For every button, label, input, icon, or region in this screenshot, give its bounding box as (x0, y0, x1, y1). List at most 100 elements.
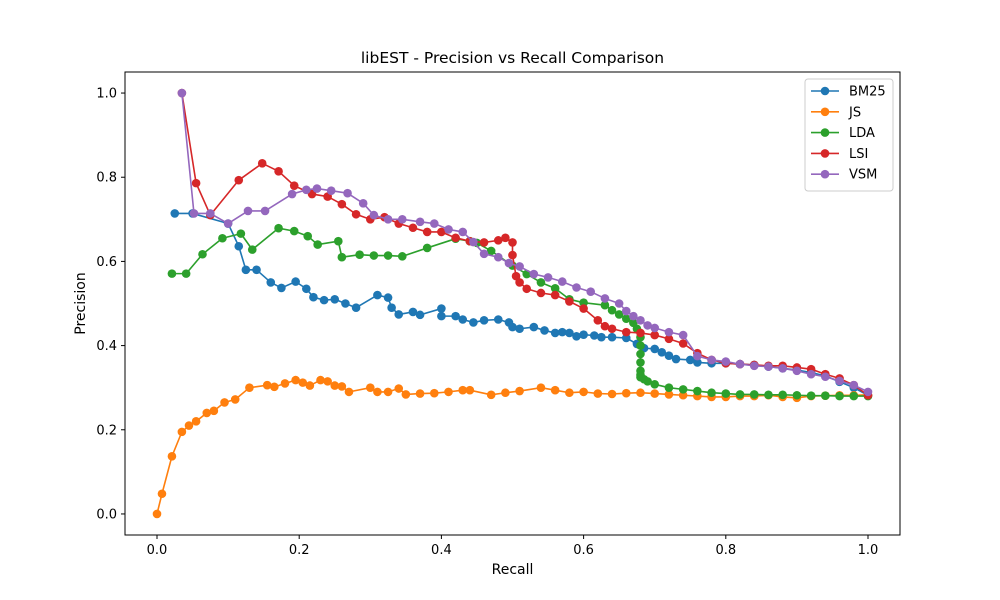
data-point-bm25 (565, 328, 574, 338)
data-point-vsm (529, 269, 539, 279)
data-point-lsi (565, 297, 574, 306)
data-point-bm25 (693, 358, 702, 367)
data-point-vsm (643, 321, 652, 330)
data-point-lsi (191, 178, 201, 188)
data-point-lda (303, 231, 313, 241)
data-point-vsm (383, 215, 393, 224)
data-point-bm25 (170, 209, 180, 218)
legend-item-lda: LDA (811, 126, 875, 141)
y-tick-label: 0.6 (96, 255, 117, 270)
data-point-lsi (607, 324, 617, 334)
data-point-vsm (479, 249, 489, 259)
data-point-vsm (749, 361, 759, 371)
data-point-lsi (579, 304, 588, 313)
data-point-bm25 (383, 293, 393, 302)
data-point-lsi (636, 328, 645, 338)
data-point-vsm (707, 355, 716, 365)
data-point-lda (334, 236, 343, 246)
data-point-vsm (693, 351, 702, 361)
data-point-bm25 (508, 322, 517, 332)
data-point-lsi (257, 159, 267, 168)
data-point-lsi (678, 339, 688, 348)
data-point-bm25 (291, 277, 300, 286)
legend-item-bm25: BM25 (811, 85, 886, 100)
data-point-lda (693, 386, 702, 396)
data-point-vsm (260, 206, 270, 216)
legend-swatch-marker (820, 86, 830, 96)
legend-swatch-marker (820, 149, 830, 158)
data-point-lda (614, 310, 624, 319)
data-point-bm25 (650, 344, 659, 354)
data-point-js (415, 389, 425, 398)
data-point-lsi (408, 223, 418, 233)
data-point-vsm (572, 283, 581, 292)
data-point-js (202, 408, 212, 418)
data-point-js (280, 379, 290, 388)
data-point-bm25 (664, 351, 674, 360)
data-point-bm25 (458, 315, 468, 324)
legend-item-vsm: VSM (811, 168, 877, 183)
data-point-bm25 (685, 355, 695, 365)
data-point-js (298, 378, 308, 387)
data-point-bm25 (341, 299, 350, 308)
data-point-bm25 (657, 348, 667, 357)
data-point-bm25 (557, 327, 567, 337)
data-point-vsm (515, 262, 524, 271)
data-point-vsm (358, 199, 368, 208)
data-point-lsi (508, 238, 517, 247)
data-point-js (157, 489, 167, 499)
data-point-js (245, 383, 254, 392)
legend-label: LSI (849, 147, 868, 162)
data-point-lda (821, 391, 830, 400)
data-point-vsm (429, 219, 439, 228)
data-point-lsi (511, 271, 521, 281)
data-point-js (621, 388, 631, 398)
plot-frame (124, 71, 901, 536)
legend-frame (804, 78, 894, 192)
data-point-bm25 (437, 311, 446, 321)
legend-label: VSM (849, 168, 877, 183)
data-point-bm25 (621, 333, 631, 343)
data-point-vsm (614, 299, 624, 308)
series-lda (167, 223, 873, 401)
data-point-lda (337, 252, 347, 262)
data-point-vsm (664, 327, 674, 337)
data-point-bm25 (309, 292, 318, 302)
x-tick-label: 0.0 (147, 543, 168, 558)
y-axis-label: Precision (73, 272, 89, 334)
y-tick-label: 1.0 (96, 87, 117, 102)
data-point-js (337, 382, 347, 391)
data-point-bm25 (387, 303, 396, 313)
data-point-lda (636, 341, 645, 350)
data-point-vsm (493, 252, 503, 262)
data-point-lda (198, 249, 207, 259)
data-point-lda (835, 391, 844, 401)
data-point-js (167, 451, 177, 461)
x-tick-label: 1.0 (858, 543, 879, 558)
data-point-js (305, 381, 315, 390)
data-point-lsi (337, 199, 347, 209)
data-point-js (579, 387, 588, 397)
series-vsm (177, 88, 873, 397)
data-point-lda (486, 246, 496, 256)
data-point-bm25 (572, 332, 581, 341)
x-tick-label: 0.6 (573, 543, 594, 558)
data-point-lsi (536, 288, 546, 298)
data-point-lda (636, 349, 645, 359)
data-point-lda (167, 269, 177, 278)
data-point-js (636, 388, 645, 398)
data-point-bm25 (479, 316, 489, 325)
data-point-lda (764, 390, 773, 400)
data-point-vsm (557, 277, 567, 286)
data-point-js (366, 383, 375, 392)
y-tick-label: 0.4 (96, 339, 117, 354)
data-point-vsm (326, 186, 336, 195)
data-point-lsi (351, 209, 361, 219)
data-point-vsm (397, 215, 407, 224)
data-point-lsi (550, 290, 560, 300)
data-point-lda (383, 251, 393, 260)
data-point-js (373, 387, 382, 397)
data-point-vsm (806, 369, 816, 379)
data-point-bm25 (330, 294, 340, 304)
